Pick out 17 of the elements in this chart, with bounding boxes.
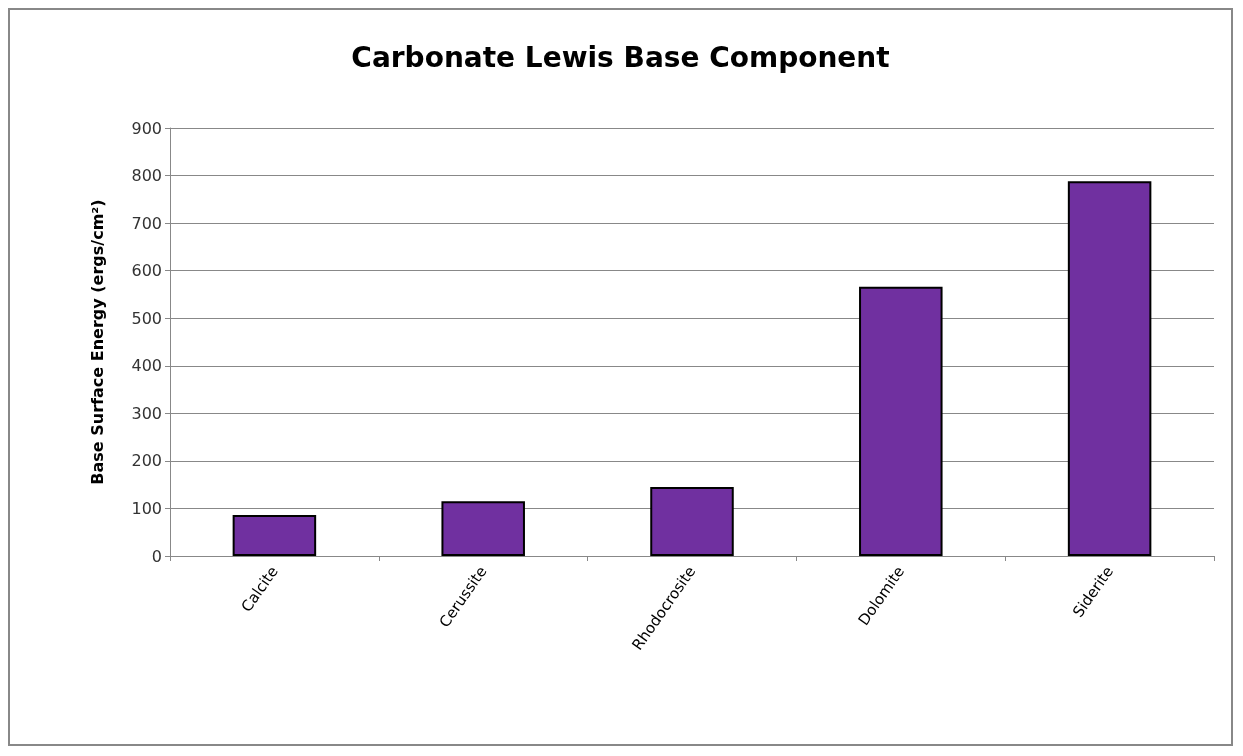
y-tick-label: 300	[131, 403, 162, 423]
y-tick-label: 0	[151, 546, 162, 566]
bar	[650, 487, 734, 556]
bar	[859, 286, 943, 556]
y-tick-label: 400	[131, 356, 162, 376]
y-axis-title: Base Surface Energy (ergs/cm²)	[87, 199, 107, 485]
y-tick-label: 200	[131, 451, 162, 471]
y-tick-label: 800	[131, 166, 162, 186]
y-tick-label: 500	[131, 308, 162, 328]
y-tick-label: 600	[131, 261, 162, 281]
bar	[1067, 181, 1152, 556]
bar	[232, 515, 317, 556]
y-tick-label: 100	[131, 498, 162, 518]
chart-title: Carbonate Lewis Base Component	[351, 40, 890, 74]
y-tick-label: 900	[131, 118, 162, 138]
y-tick-label: 700	[131, 213, 162, 233]
bar	[441, 501, 525, 556]
